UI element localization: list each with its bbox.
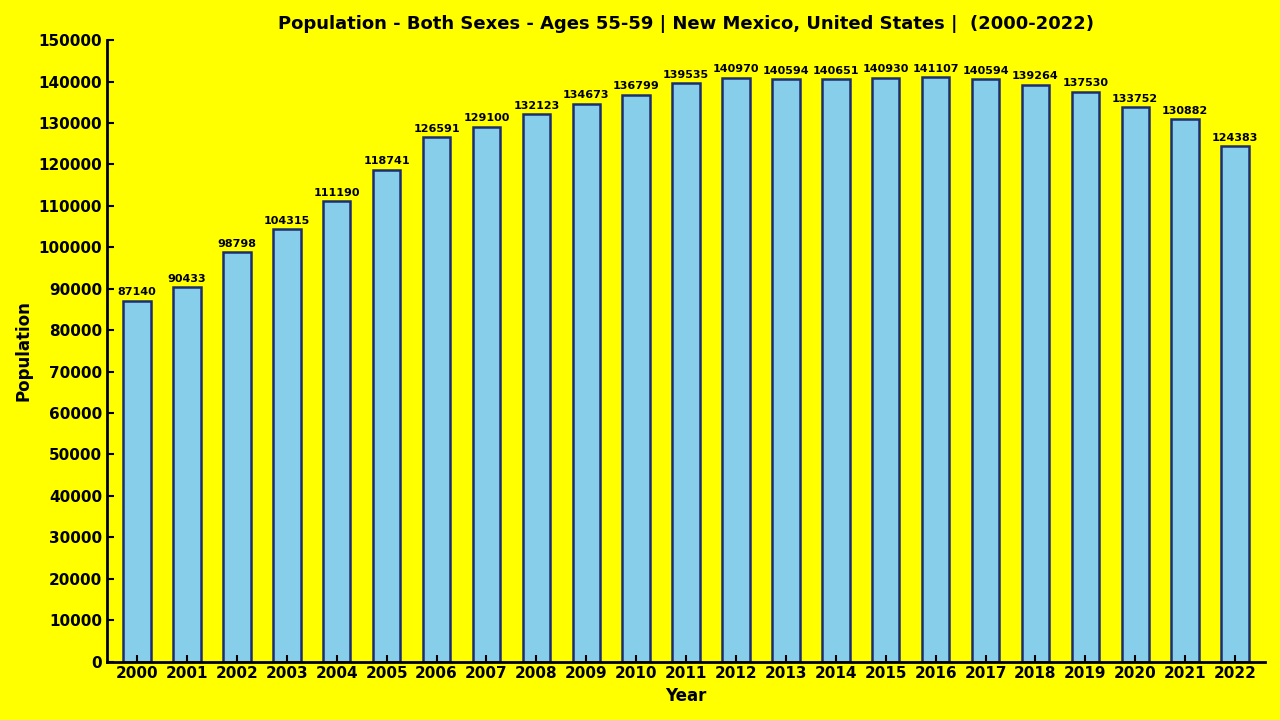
Bar: [273, 230, 301, 662]
Text: 104315: 104315: [264, 216, 310, 226]
Text: 141107: 141107: [913, 63, 959, 73]
X-axis label: Year: Year: [666, 687, 707, 705]
Text: 139264: 139264: [1012, 71, 1059, 81]
Text: 132123: 132123: [513, 101, 559, 111]
Text: 140970: 140970: [713, 64, 759, 74]
Bar: [572, 104, 600, 662]
Text: 90433: 90433: [168, 274, 206, 284]
Text: 140594: 140594: [763, 66, 809, 76]
Bar: [1121, 107, 1149, 662]
Bar: [622, 95, 650, 662]
Bar: [872, 78, 900, 662]
Text: 140930: 140930: [863, 64, 909, 74]
Bar: [323, 201, 351, 662]
Text: 124383: 124383: [1212, 133, 1258, 143]
Bar: [522, 114, 550, 662]
Bar: [223, 252, 251, 662]
Text: 126591: 126591: [413, 124, 460, 134]
Bar: [922, 77, 950, 662]
Text: 140594: 140594: [963, 66, 1009, 76]
Bar: [472, 127, 500, 662]
Title: Population - Both Sexes - Ages 55-59 | New Mexico, United States |  (2000-2022): Population - Both Sexes - Ages 55-59 | N…: [278, 15, 1094, 33]
Text: 137530: 137530: [1062, 78, 1108, 89]
Bar: [123, 300, 151, 662]
Bar: [1071, 91, 1100, 662]
Bar: [372, 170, 401, 662]
Bar: [772, 79, 800, 662]
Text: 130882: 130882: [1162, 106, 1208, 116]
Text: 98798: 98798: [218, 239, 256, 249]
Text: 140651: 140651: [813, 66, 859, 76]
Text: 134673: 134673: [563, 90, 609, 100]
Text: 87140: 87140: [118, 287, 156, 297]
Text: 133752: 133752: [1112, 94, 1158, 104]
Text: 129100: 129100: [463, 113, 509, 123]
Text: 136799: 136799: [613, 81, 659, 91]
Bar: [722, 78, 750, 662]
Text: 139535: 139535: [663, 70, 709, 80]
Bar: [972, 79, 1000, 662]
Text: 111190: 111190: [314, 188, 360, 197]
Bar: [1171, 120, 1199, 662]
Bar: [1221, 146, 1249, 662]
Text: 118741: 118741: [364, 156, 410, 166]
Bar: [1021, 84, 1050, 662]
Bar: [672, 84, 700, 662]
Y-axis label: Population: Population: [15, 300, 33, 401]
Bar: [822, 79, 850, 662]
Bar: [173, 287, 201, 662]
Bar: [422, 137, 451, 662]
